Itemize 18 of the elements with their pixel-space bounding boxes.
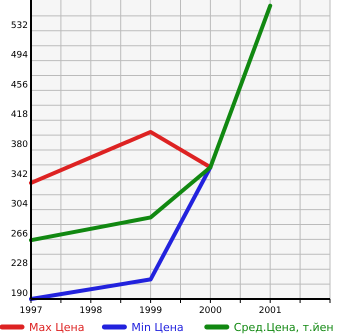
y-tick-label: 456 [10,80,28,90]
x-tick-label: 2000 [198,306,222,316]
y-tick-label: 304 [10,200,28,210]
x-tick-label: 1999 [139,306,162,316]
legend-label: Max Цена [29,321,84,334]
x-tick-label: 2001 [258,306,282,316]
y-tick-label: 190 [10,289,28,299]
y-tick-label: 266 [10,229,28,240]
y-tick-label: 418 [10,110,28,120]
x-tick-label: 1997 [20,306,42,316]
y-tick-label: 494 [10,50,28,61]
legend-label: Сред.Цена, т.йен [234,321,334,334]
y-tick-label: 228 [10,259,28,270]
y-tick-label: 380 [10,140,28,150]
y-tick-label: 342 [10,170,28,180]
legend-label: Min Цена [131,321,184,334]
x-tick-label: 1998 [79,306,103,316]
y-tick-label: 532 [10,20,28,31]
